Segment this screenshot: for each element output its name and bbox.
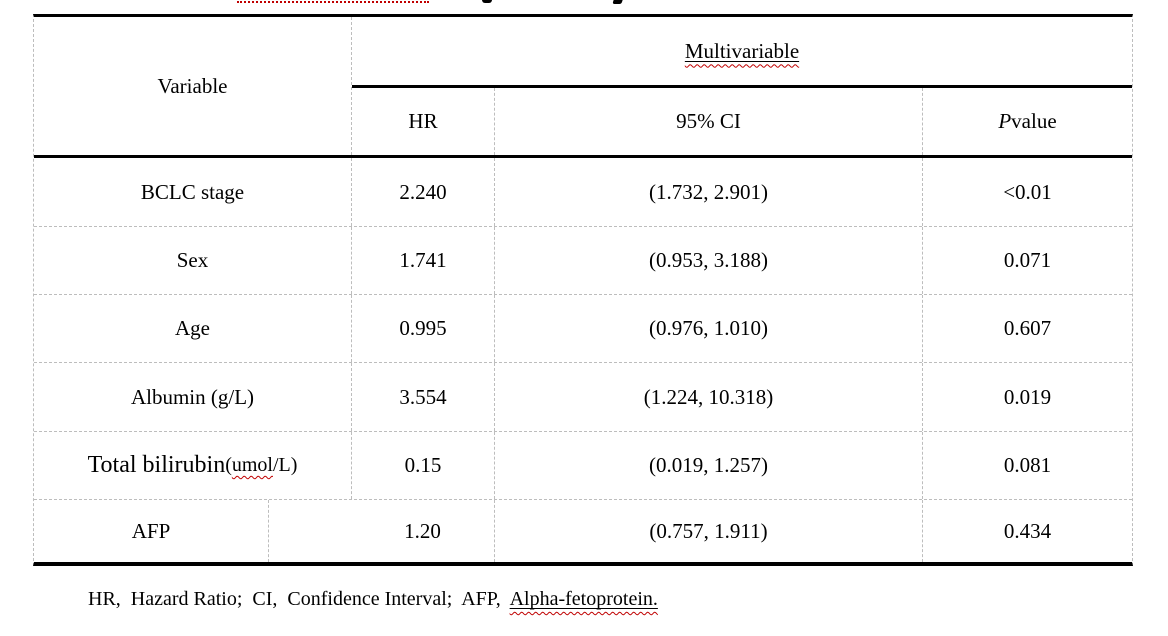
cell-ci: (0.019, 1.257) bbox=[495, 432, 923, 499]
table-row-total-bilirubin: Total bilirubin(umol/L) 0.15 (0.019, 1.2… bbox=[34, 432, 1132, 500]
cell-variable: Total bilirubin(umol/L) bbox=[34, 432, 352, 499]
cell-hr: 0.15 bbox=[352, 432, 495, 499]
footnote-text: HR, Hazard Ratio; CI, Confidence Interva… bbox=[88, 588, 510, 610]
bilirubin-label: Total bilirubin bbox=[87, 452, 226, 478]
cell-hr: 3.554 bbox=[352, 363, 495, 431]
clipped-letter-fragment bbox=[482, 0, 492, 3]
cell-variable: Albumin (g/L) bbox=[34, 363, 352, 431]
header-group-multivariable: Multivariable bbox=[352, 17, 1132, 88]
cell-ci: (0.953, 3.188) bbox=[495, 227, 923, 294]
p-italic: P bbox=[998, 109, 1012, 133]
table-row-afp: AFP 1.20 (0.757, 1.911) 0.434 bbox=[34, 500, 1132, 562]
table-footnote: HR, Hazard Ratio; CI, Confidence Interva… bbox=[88, 588, 658, 611]
cell-p: 0.071 bbox=[1003, 248, 1052, 272]
cell-ci: (0.976, 1.010) bbox=[495, 295, 923, 362]
table-row-albumin: Albumin (g/L) 3.554 (1.224, 10.318) 0.01… bbox=[34, 363, 1132, 432]
cell-p: 0.434 bbox=[1003, 518, 1052, 543]
cell-p: 0.019 bbox=[1003, 384, 1052, 409]
cell-variable: AFP bbox=[34, 500, 269, 562]
table-row-sex: Sex 1.741 (0.953, 3.188) 0.071 bbox=[34, 227, 1132, 295]
header-cell-p-value: P value bbox=[923, 88, 1132, 155]
cell-p: 0.607 bbox=[1003, 316, 1052, 340]
cell-hr: 1.20 bbox=[269, 500, 495, 562]
cell-hr: 1.741 bbox=[352, 227, 495, 294]
bilirubin-unit-open: ( bbox=[225, 454, 232, 476]
cell-hr: 2.240 bbox=[352, 158, 495, 226]
footnote-alpha-fetoprotein: Alpha-fetoprotein. bbox=[509, 588, 658, 610]
header-cell-ci: 95% CI bbox=[495, 88, 923, 155]
cell-p: 0.081 bbox=[1003, 453, 1052, 477]
header-subcolumns: HR 95% CI P value bbox=[352, 88, 1132, 155]
p-value-rest: value bbox=[1011, 109, 1057, 133]
cell-variable: BCLC stage bbox=[34, 158, 352, 226]
cell-variable: Age bbox=[34, 295, 352, 362]
clipped-line-spellcheck-underline bbox=[237, 1, 429, 3]
bilirubin-unit-word: umol bbox=[231, 454, 273, 476]
table-row-bclc-stage: BCLC stage 2.240 (1.732, 2.901) <0.01 bbox=[34, 158, 1132, 227]
header-cell-hr: HR bbox=[352, 88, 495, 155]
header-group-area: Multivariable HR 95% CI P value bbox=[352, 17, 1132, 155]
header-cell-variable: Variable bbox=[34, 17, 352, 155]
multivariable-results-table: Variable Multivariable HR 95% CI P value… bbox=[33, 14, 1133, 566]
bilirubin-unit-close: /L) bbox=[273, 454, 298, 476]
clipped-letter-fragment bbox=[612, 0, 623, 4]
table-header: Variable Multivariable HR 95% CI P value bbox=[34, 17, 1132, 158]
header-group-label: Multivariable bbox=[684, 38, 800, 63]
table-row-age: Age 0.995 (0.976, 1.010) 0.607 bbox=[34, 295, 1132, 363]
cell-ci: (1.732, 2.901) bbox=[495, 158, 923, 226]
footnote-underline: Alpha-fetoprotein. bbox=[510, 588, 658, 610]
cell-variable: Sex bbox=[34, 227, 352, 294]
cell-hr: 0.995 bbox=[352, 295, 495, 362]
cell-ci: (0.757, 1.911) bbox=[495, 500, 923, 562]
cell-ci: (1.224, 10.318) bbox=[495, 363, 923, 431]
cell-p: <0.01 bbox=[1003, 179, 1052, 204]
multivariable-underline: Multivariable bbox=[685, 39, 799, 64]
